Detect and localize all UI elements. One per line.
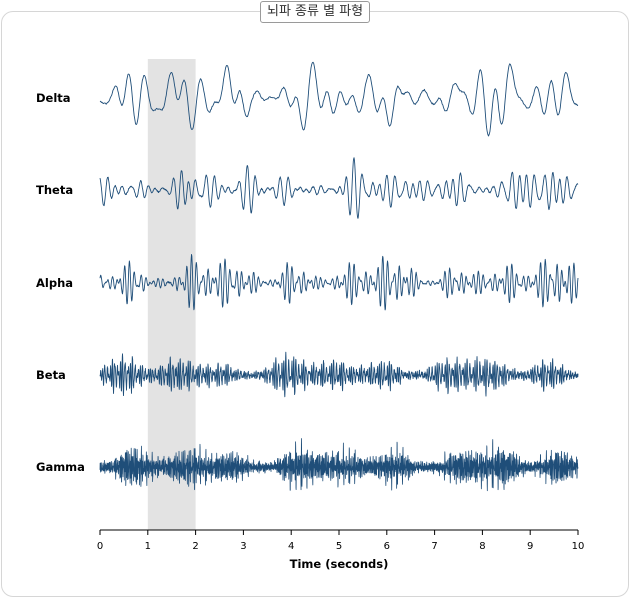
series-line-delta <box>99 61 579 137</box>
x-tick-label-7: 7 <box>431 541 437 552</box>
x-axis-title: Time (seconds) <box>290 557 389 571</box>
x-tick-label-9: 9 <box>527 541 533 552</box>
x-tick-label-3: 3 <box>240 541 246 552</box>
x-tick-label-2: 2 <box>192 541 198 552</box>
series-label-delta: Delta <box>36 91 71 105</box>
series-label-gamma: Gamma <box>36 460 85 474</box>
series-line-gamma <box>99 438 579 492</box>
x-tick-label-6: 6 <box>384 541 390 552</box>
series-label-beta: Beta <box>36 368 66 382</box>
series-line-beta <box>99 351 579 398</box>
x-tick-label-5: 5 <box>336 541 342 552</box>
series-line-alpha <box>99 254 579 311</box>
x-tick-label-8: 8 <box>479 541 485 552</box>
x-tick-label-0: 0 <box>97 541 103 552</box>
series-label-theta: Theta <box>36 183 73 197</box>
chart-frame <box>1 11 629 597</box>
x-tick-label-10: 10 <box>572 541 585 552</box>
x-tick-label-1: 1 <box>145 541 151 552</box>
series-label-alpha: Alpha <box>36 276 73 290</box>
series-line-theta <box>99 157 579 219</box>
x-tick-label-4: 4 <box>288 541 294 552</box>
highlight-region <box>147 59 196 530</box>
chart-title: 뇌파 종류 별 파형 <box>260 1 371 23</box>
